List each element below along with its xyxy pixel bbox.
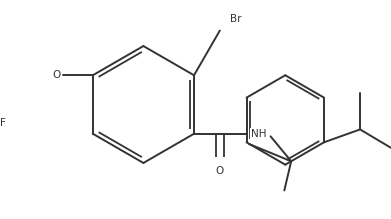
- Text: O: O: [216, 166, 224, 176]
- Text: F: F: [0, 118, 6, 127]
- Text: Br: Br: [230, 14, 242, 24]
- Text: NH: NH: [251, 129, 266, 139]
- Text: O: O: [52, 70, 61, 80]
